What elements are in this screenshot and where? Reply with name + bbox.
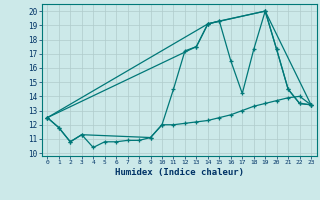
X-axis label: Humidex (Indice chaleur): Humidex (Indice chaleur) <box>115 168 244 177</box>
